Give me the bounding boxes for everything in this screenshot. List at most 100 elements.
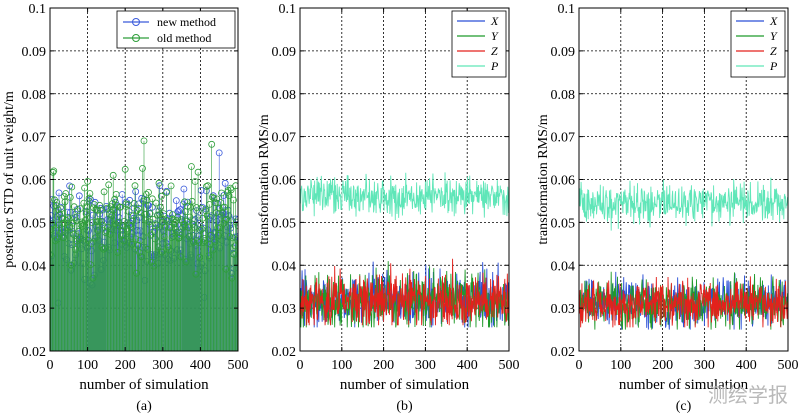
data-point — [211, 238, 219, 246]
x-tick-label: 400 — [190, 358, 211, 373]
data-point — [210, 194, 218, 202]
x-tick-label: 100 — [331, 358, 352, 373]
data-point — [78, 218, 85, 226]
series-line — [579, 177, 788, 231]
y-tick-label: 0.08 — [22, 88, 47, 103]
data-point — [120, 237, 128, 245]
data-point — [130, 212, 137, 220]
data-point — [72, 217, 80, 225]
series-line — [300, 258, 509, 326]
data-point — [125, 208, 133, 215]
data-point — [109, 171, 117, 179]
data-point — [203, 212, 211, 220]
data-point — [227, 186, 235, 194]
data-point — [91, 234, 99, 242]
data-point — [53, 198, 61, 206]
data-point — [132, 235, 140, 243]
data-point — [174, 208, 182, 216]
data-point — [105, 181, 113, 189]
data-point — [69, 231, 77, 238]
data-point — [82, 210, 90, 218]
data-point — [60, 234, 67, 242]
y-axis-label: transformation RMS/m — [257, 114, 272, 244]
data-point — [86, 190, 94, 197]
x-tick-label: 400 — [457, 358, 478, 373]
data-point — [172, 197, 180, 205]
series-p — [300, 172, 509, 220]
data-point — [121, 165, 129, 173]
y-tick-label: 0.1 — [558, 2, 576, 17]
data-point — [78, 222, 86, 230]
data-point — [158, 248, 166, 256]
data-point — [193, 237, 201, 244]
data-point — [151, 235, 159, 243]
data-point — [75, 192, 83, 200]
data-point — [230, 251, 238, 258]
y-tick-label: 0.1 — [29, 2, 47, 17]
data-point — [205, 252, 213, 260]
data-point — [91, 201, 98, 208]
data-point — [136, 237, 144, 245]
plot-area — [579, 177, 788, 330]
data-point — [129, 217, 137, 225]
series-z — [579, 276, 788, 328]
data-point — [139, 164, 146, 172]
data-point — [145, 218, 153, 226]
data-point — [88, 240, 95, 247]
data-point — [208, 140, 216, 148]
data-point — [233, 233, 238, 240]
data-point — [188, 197, 196, 205]
data-point — [152, 199, 160, 207]
data-point — [62, 190, 70, 197]
data-point — [64, 214, 72, 221]
legend-label: old method — [157, 31, 211, 45]
data-point — [87, 261, 94, 269]
panel-c: 0 100 200 300 400 500 0.02 0.03 0.04 0.05 0.06 0.07… — [536, 2, 799, 413]
data-point — [76, 205, 84, 213]
data-point — [234, 222, 238, 230]
data-point — [190, 223, 198, 231]
series-z — [300, 258, 509, 326]
data-point — [231, 242, 238, 250]
data-point — [98, 243, 106, 251]
data-point — [156, 211, 164, 219]
data-point — [153, 221, 161, 229]
y-tick-label: 0.05 — [272, 216, 297, 231]
data-point — [160, 233, 168, 241]
y-tick-label: 0.07 — [272, 131, 297, 146]
y-tick-label: 0.02 — [22, 345, 47, 360]
data-point — [140, 137, 148, 145]
y-tick-label: 0.03 — [22, 302, 47, 317]
data-point — [233, 236, 238, 244]
x-tick-label: 500 — [228, 358, 249, 373]
data-point — [190, 238, 198, 246]
y-tick-label: 0.05 — [551, 216, 576, 231]
data-point — [189, 220, 197, 228]
data-point — [50, 251, 54, 258]
data-point — [155, 179, 163, 187]
data-point — [202, 207, 210, 215]
data-point — [54, 206, 62, 214]
data-point — [205, 200, 213, 208]
data-point — [118, 231, 126, 238]
data-point — [67, 261, 75, 269]
x-axis-label: number of simulation — [340, 377, 470, 393]
y-tick-label: 0.07 — [22, 131, 47, 146]
data-point — [195, 239, 203, 246]
legend-label: Z — [491, 44, 498, 58]
legend-label: P — [490, 59, 499, 73]
legend-marker — [132, 18, 140, 26]
data-point — [196, 253, 204, 261]
data-point — [106, 210, 113, 218]
y-tick-label: 0.08 — [551, 88, 576, 103]
data-point — [171, 218, 179, 226]
y-tick-label: 0.04 — [272, 259, 297, 274]
x-tick-label: 400 — [736, 358, 757, 373]
x-axis-label: number of simulation — [619, 377, 749, 393]
data-point — [179, 223, 187, 231]
data-point — [176, 231, 184, 239]
data-point — [130, 199, 138, 207]
data-point — [138, 253, 146, 261]
data-point — [81, 184, 88, 192]
